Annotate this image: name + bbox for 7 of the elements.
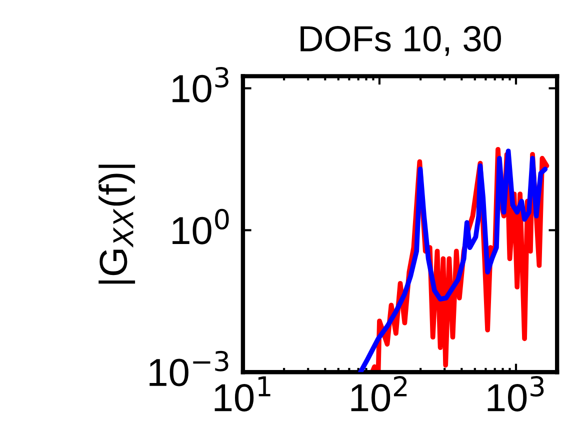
y-axis-title: |G$_{XX}$(f)| <box>98 164 136 284</box>
x-tick-label: 10$^{1}$ <box>214 376 270 412</box>
y-tick-label: 10$^{3}$ <box>172 66 228 102</box>
y-tick-label: 10$^{0}$ <box>172 208 229 244</box>
chart-title: DOFs 10, 30 <box>300 26 501 56</box>
x-tick-label: 10$^{2}$ <box>351 376 407 412</box>
x-tick-label: 10$^{3}$ <box>488 376 544 412</box>
